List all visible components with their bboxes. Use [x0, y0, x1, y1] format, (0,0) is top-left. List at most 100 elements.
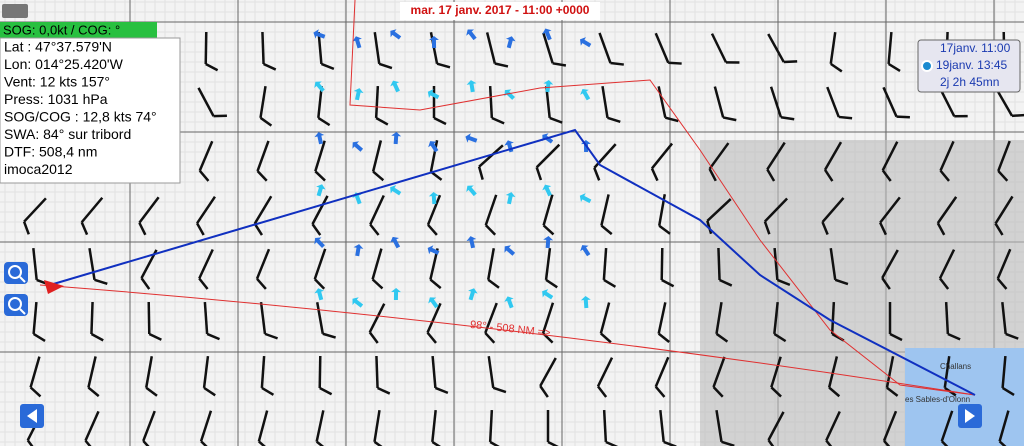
menu-button[interactable] — [2, 4, 28, 18]
barb-shaft — [257, 410, 269, 442]
wind-barb — [199, 410, 213, 446]
barb-shaft — [940, 410, 954, 442]
wind-barb — [881, 141, 899, 182]
info-line: Lat : 47°37.579'N — [4, 39, 112, 55]
barb-shaft — [881, 249, 899, 279]
wind-barb — [654, 356, 670, 398]
wind-barb — [598, 32, 624, 66]
barb-shaft — [829, 31, 837, 65]
barb-flag — [726, 61, 740, 64]
wind-barb — [371, 140, 385, 182]
barb-shaft — [259, 301, 267, 335]
wind-barb — [255, 248, 271, 290]
info-panel — [0, 37, 181, 184]
wind-barb — [713, 86, 737, 122]
barb-flag — [140, 277, 151, 290]
barb-flag — [26, 439, 37, 446]
barb-flag — [593, 167, 601, 181]
zoom-out[interactable] — [4, 294, 28, 316]
barb-flag — [430, 170, 443, 181]
back-button[interactable] — [20, 404, 44, 428]
zoom-in[interactable] — [4, 262, 28, 284]
barb-flag — [542, 224, 555, 236]
barb-shaft — [142, 410, 156, 442]
barb-flag — [314, 170, 326, 182]
barb-flag — [22, 221, 30, 235]
current-arrow — [314, 81, 325, 93]
barb-flag — [494, 62, 509, 68]
barb-flag — [668, 61, 682, 65]
wind-barb — [887, 31, 901, 73]
barb-shaft — [657, 302, 667, 334]
barb-shaft — [712, 356, 726, 388]
barb-flag — [205, 62, 219, 72]
barb-flag — [259, 116, 273, 127]
current-arrow — [390, 80, 400, 93]
barb-flag — [654, 385, 666, 398]
barb-shaft — [998, 410, 1010, 442]
wind-barb — [484, 194, 498, 236]
barb-shaft — [601, 86, 609, 118]
barb-flag — [715, 332, 729, 343]
barb-flag — [657, 332, 670, 343]
barb-flag — [263, 62, 277, 71]
date-title: mar. 17 janv. 2017 - 11:00 +0000 — [411, 3, 590, 17]
time-panel — [917, 39, 1021, 93]
barb-shaft — [478, 144, 504, 168]
barb-flag — [477, 166, 484, 180]
barb-shaft — [426, 302, 442, 334]
orthodromy — [39, 284, 976, 396]
barb-flag — [763, 221, 771, 235]
barb-flag — [783, 60, 798, 64]
wind-barb — [426, 302, 442, 344]
barb-shaft — [204, 31, 208, 65]
barb-shaft — [203, 301, 209, 335]
barb-flag — [198, 169, 210, 182]
wind-barb — [432, 86, 447, 126]
barb-shaft — [944, 301, 950, 335]
barb-shaft — [654, 32, 670, 64]
barb-flag — [828, 386, 841, 398]
barb-flag — [650, 167, 659, 182]
wind-barb — [769, 86, 795, 121]
wind-barb — [368, 303, 386, 344]
wind-barb — [829, 31, 843, 73]
wind-barb — [821, 197, 845, 235]
time-radio[interactable] — [921, 60, 933, 72]
wind-barb — [22, 197, 47, 235]
barb-shaft — [713, 86, 725, 118]
barb-shaft — [994, 195, 1014, 225]
barb-shaft — [260, 355, 266, 389]
barb-flag — [539, 385, 549, 398]
forward-button[interactable] — [958, 404, 982, 428]
barb-flag — [368, 331, 379, 344]
barb-shaft — [657, 86, 667, 118]
barb-shaft — [821, 197, 845, 223]
wind-barb — [314, 140, 326, 182]
barb-flag — [547, 440, 561, 446]
barb-shaft — [261, 31, 265, 65]
barb-flag — [377, 386, 391, 395]
wind-barb — [198, 248, 214, 290]
wind-barb — [261, 31, 277, 71]
barb-shaft — [313, 248, 327, 280]
barb-flag — [322, 332, 336, 339]
wind-barb — [994, 195, 1014, 236]
barb-shaft — [202, 355, 210, 389]
barb-flag — [545, 278, 558, 289]
wind-barb — [88, 248, 108, 286]
barb-flag — [936, 222, 946, 236]
barb-flag — [610, 61, 624, 66]
info-line: Lon: 014°25.420'W — [4, 56, 124, 72]
barb-shaft — [939, 140, 955, 172]
barb-flag — [487, 278, 500, 289]
wind-barb — [944, 301, 961, 341]
current-arrow — [466, 185, 477, 197]
barb-flag — [939, 169, 950, 182]
date-box — [400, 2, 600, 20]
barb-shaft — [318, 355, 322, 389]
barb-flag — [369, 223, 380, 236]
wind-barb — [939, 140, 955, 182]
barb-flag — [29, 386, 42, 398]
wind-barb — [599, 302, 612, 344]
